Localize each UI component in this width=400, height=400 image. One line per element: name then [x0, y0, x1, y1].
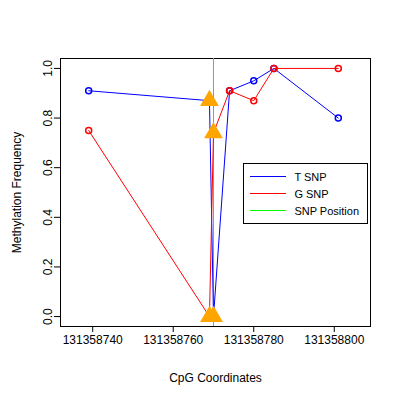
- html-text:SNP Position: SNP Position: [294, 204, 359, 217]
- svg-text:131358800: 131358800: [304, 333, 364, 347]
- svg-text:CpG Coordinates: CpG Coordinates: [169, 371, 262, 385]
- svg-text:0.0: 0.0: [41, 308, 55, 325]
- svg-text:131358760: 131358760: [143, 333, 203, 347]
- html-text:G SNP: G SNP: [294, 187, 329, 200]
- svg-text:0.6: 0.6: [41, 159, 55, 176]
- svg-text:0.4: 0.4: [41, 209, 55, 226]
- svg-text:1.0: 1.0: [41, 60, 55, 77]
- html-text:T SNP: T SNP: [294, 170, 327, 183]
- svg-text:131358740: 131358740: [63, 333, 123, 347]
- svg-text:Methylation Frequency: Methylation Frequency: [10, 132, 24, 253]
- svg-text:0.8: 0.8: [41, 109, 55, 126]
- svg-text:131358780: 131358780: [224, 333, 284, 347]
- svg-text:0.2: 0.2: [41, 258, 55, 275]
